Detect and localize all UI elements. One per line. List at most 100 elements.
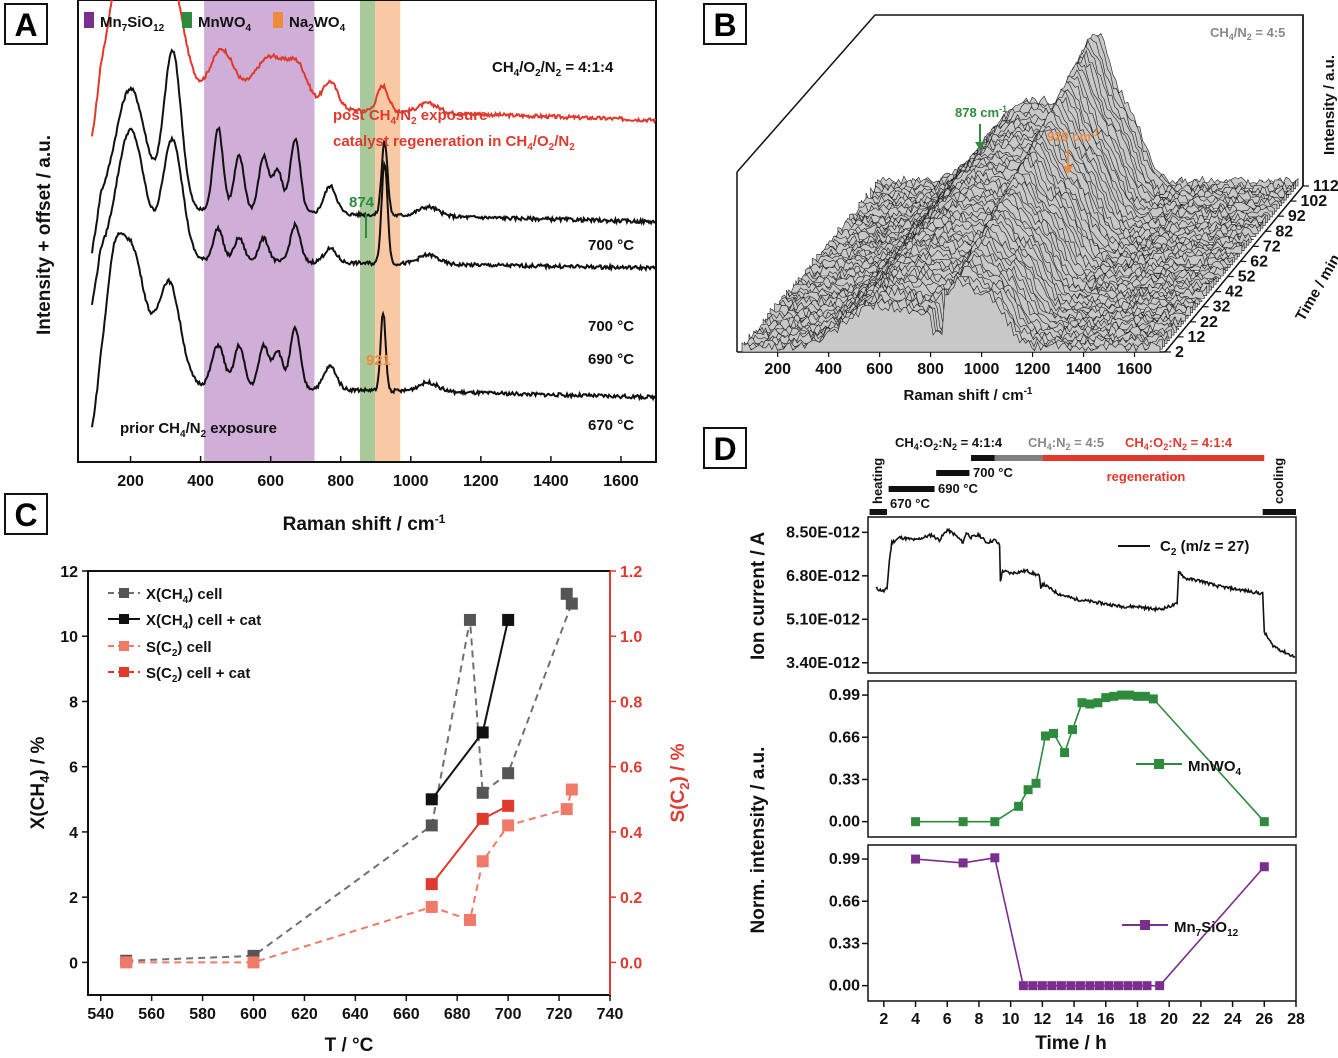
- panel-c: C 540 560 580 600 620 640 660 680 700 720 740 0 2 4 6 8…: [4, 493, 692, 1056]
- d-xtick-label: 26: [1255, 1011, 1273, 1028]
- spectrum-red-700: [91, 0, 657, 137]
- waterfall-ticks: 200 400 600 800 1000 1200 1400 1600 212223242526…: [764, 178, 1338, 378]
- mn7-point: [1047, 981, 1057, 991]
- ion-ytick-label: 3.40E-012: [786, 655, 860, 672]
- c-xtick-label: 560: [138, 1006, 165, 1023]
- mnwo4-point: [1140, 691, 1150, 701]
- b-time-tick-label: 42: [1225, 284, 1243, 301]
- c-point: [463, 613, 476, 626]
- peak-label-929: 929 cm-1: [1047, 128, 1099, 144]
- d-segment-bar: [994, 455, 1043, 461]
- panel-c-legend: X(CH4) cell X(CH4) cell + cat S(C2) cell…: [108, 586, 261, 685]
- seg-label-c1: CH4:O2:N2 = 4:1:4: [895, 435, 1003, 452]
- d-xtick-label: 16: [1097, 1011, 1115, 1028]
- c-y2tick-label: 0.6: [620, 760, 642, 777]
- ion-ylabel: Ion current / A: [748, 532, 769, 660]
- a-xtick-label: 800: [327, 473, 354, 490]
- mn7-point: [1094, 981, 1104, 991]
- ion-frame: [867, 516, 1297, 674]
- mn7-point: [1142, 981, 1152, 991]
- mnwo4-legend-marker: [1154, 759, 1164, 769]
- legend-marker-x-cat: [119, 614, 129, 624]
- d-xtick-label: 20: [1160, 1011, 1178, 1028]
- c-point: [560, 587, 573, 600]
- panel-b-condition: CH4/N2 = 4:5: [1210, 25, 1285, 42]
- d-xtick-label: 12: [1033, 1011, 1051, 1028]
- mnwo4-point: [1117, 690, 1127, 700]
- c-y2tick-label: 0.4: [620, 825, 642, 842]
- panel-b-timelabel: Time / min: [1292, 251, 1338, 324]
- panel-a-red-note-2: catalyst regeneration in CH4/O2/N2: [333, 133, 575, 153]
- b-time-tick-label: 52: [1238, 269, 1256, 286]
- mn7-point: [1028, 981, 1038, 991]
- c-point: [463, 913, 476, 926]
- panel-a-red-note-1: post CH4/N2 exposure: [333, 107, 488, 127]
- c-y2tick-label: 0.2: [620, 890, 642, 907]
- b-xtick-label: 800: [917, 361, 944, 378]
- mnwo4-point: [1101, 693, 1111, 703]
- mn7-point: [1037, 981, 1047, 991]
- mn7-point: [1056, 981, 1066, 991]
- mn7-legend-marker: [1140, 920, 1150, 930]
- panel-b-letter: B: [713, 7, 736, 43]
- panel-b-badge: [703, 3, 747, 45]
- panel-a-x-ticks: 200 400 600 800 1000 1200 1400 1600: [117, 456, 639, 490]
- c-point: [247, 956, 260, 969]
- mn7-point: [1113, 981, 1123, 991]
- c-y2tick-label: 1.2: [620, 564, 642, 581]
- b-xtick-label: 1200: [1015, 361, 1051, 378]
- d-xtick-label: 18: [1129, 1011, 1147, 1028]
- panel-a-frame: [77, 0, 657, 463]
- mnwo4-point: [1109, 691, 1119, 701]
- mn7-ytick-label: 0.99: [829, 851, 860, 868]
- mnwo4-point: [1148, 694, 1158, 704]
- waterfall-spectra: [741, 33, 1299, 353]
- c-point: [502, 613, 515, 626]
- temp-label-670: 670 °C: [588, 417, 634, 434]
- c-ytick-label: 4: [69, 825, 78, 842]
- b-time-tick-label: 92: [1288, 208, 1306, 225]
- panel-c-series: [120, 587, 578, 969]
- mnwo4-point: [1259, 817, 1269, 827]
- seg-label-regeneration: regeneration: [1107, 469, 1186, 484]
- mnwo4-point: [1023, 785, 1033, 795]
- d-segment-bar: [888, 486, 935, 492]
- mnwo4-point: [1041, 731, 1051, 741]
- a-xtick-label: 400: [187, 473, 214, 490]
- d-segment-bar: [869, 509, 888, 515]
- waterfall-time-axis: [1164, 185, 1304, 353]
- mn7-point: [1132, 981, 1142, 991]
- mnwo4-point: [1077, 698, 1087, 708]
- c-ytick-label: 8: [69, 694, 78, 711]
- band-mn7sio12: [204, 0, 315, 462]
- mn7-point: [958, 858, 968, 868]
- d-xtick-label: 24: [1224, 1011, 1242, 1028]
- panel-a-badge: [4, 3, 48, 45]
- d-xtick-label: 6: [943, 1011, 952, 1028]
- a-xtick-label: 1600: [603, 473, 639, 490]
- band-na2wo4: [375, 0, 401, 462]
- panel-c-ylabel-right: S(C2) / %: [668, 743, 692, 822]
- c-line-x-ch4-cell-cat: [431, 619, 510, 800]
- d-xtick-label: 28: [1287, 1011, 1305, 1028]
- b-time-tick-label: 72: [1263, 238, 1281, 255]
- c-ytick-label: 12: [60, 564, 78, 581]
- c-point: [502, 799, 515, 812]
- a-xtick-label: 200: [117, 473, 144, 490]
- b-time-tick-label: 112: [1313, 178, 1338, 195]
- c-ytick-label: 10: [60, 629, 78, 646]
- ion-ytick-label: 5.10E-012: [786, 611, 860, 628]
- mnwo4-point: [958, 817, 968, 827]
- panel-b-ylabel: Intensity / a.u.: [1321, 55, 1338, 155]
- d-xtick-label: 2: [879, 1011, 888, 1028]
- a-xtick-label: 600: [257, 473, 284, 490]
- legend-swatch-mnwo4: [182, 12, 192, 28]
- mn7-ytick-label: 0.66: [829, 893, 860, 910]
- b-time-tick-label: 12: [1188, 329, 1206, 346]
- mnwo4-ytick-label: 0.00: [829, 814, 860, 831]
- mn7-point: [990, 853, 1000, 863]
- a-xtick-label: 1000: [393, 473, 429, 490]
- c-point: [425, 878, 438, 891]
- d-segment-bar: [971, 455, 995, 461]
- c-xtick-label: 680: [444, 1006, 471, 1023]
